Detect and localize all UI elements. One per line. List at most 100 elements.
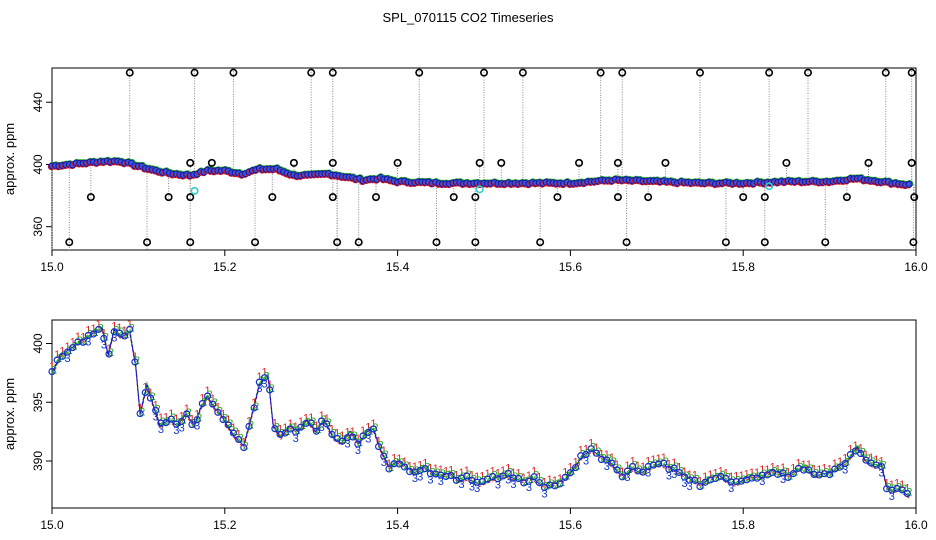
bottom-series-point (152, 406, 160, 414)
bottom-point-label-1: 1 (438, 464, 444, 476)
bottom-series-point (800, 466, 808, 474)
bottom-point-label-2: 2 (626, 464, 632, 476)
bottom-point-label-1: 1 (878, 456, 884, 468)
top-outlier-point (328, 68, 337, 77)
top-outlier-point (289, 158, 298, 167)
top-outlier-point (842, 193, 851, 202)
bottom-point-label-1: 1 (267, 379, 273, 391)
top-outlier-point (190, 68, 199, 77)
bottom-series-point (255, 378, 263, 386)
top-outlier-point (613, 193, 622, 202)
bottom-point-label-3: 3 (319, 422, 325, 434)
top-outlier-point (328, 193, 337, 202)
bottom-series-point (120, 332, 129, 340)
bottom-series-point (877, 463, 886, 471)
bottom-panel: approx. ppm 15.0 15.2 15.4 15.6 15.8 16.0 390 3… (2, 318, 928, 532)
bottom-point-label-1: 1 (552, 475, 558, 487)
bottom-point-label-3: 3 (687, 481, 693, 493)
bottom-point-label-1: 1 (754, 467, 760, 479)
top-outlier-point (307, 68, 316, 77)
top-outlier-point (760, 193, 769, 202)
bottom-point-label-2: 2 (139, 407, 145, 419)
bottom-series-point (857, 449, 865, 458)
top-outlier-point (613, 158, 622, 167)
bottom-point-label-2: 2 (227, 418, 233, 430)
bottom-point-label-1: 1 (510, 467, 516, 479)
bottom-point-label-1: 1 (246, 415, 252, 427)
bottom-point-label-1: 1 (153, 399, 159, 411)
bottom-point-label-1: 1 (443, 465, 449, 477)
bottom-point-label-1: 1 (557, 473, 563, 485)
bottom-series-point (271, 425, 279, 433)
bottom-point-label-2: 2 (637, 464, 643, 476)
bottom-point-label-2: 2 (186, 407, 192, 419)
bottom-point-label-1: 1 (85, 324, 91, 336)
bottom-point-label-3: 3 (65, 353, 71, 365)
bottom-series-point (587, 445, 595, 453)
bottom-series-point (69, 343, 77, 352)
bottom-series-point (328, 430, 336, 438)
bottom-point-label-2: 2 (367, 425, 373, 437)
bottom-point-label-2: 2 (880, 460, 886, 472)
bottom-point-label-2: 2 (906, 487, 912, 499)
bottom-point-label-2: 2 (113, 325, 119, 337)
bottom-point-label-1: 1 (899, 479, 905, 491)
bottom-series-point (514, 474, 523, 483)
top-outlier-point (760, 238, 769, 247)
bottom-point-label-3: 3 (878, 468, 884, 480)
bottom-series-point (141, 388, 149, 397)
bottom-point-label-1: 1 (728, 471, 734, 483)
bottom-point-label-2: 2 (398, 457, 404, 469)
bottom-point-label-3: 3 (262, 379, 268, 391)
bottom-series-point (406, 468, 414, 476)
bottom-point-label-1: 1 (723, 467, 729, 479)
bottom-point-label-2: 2 (860, 447, 866, 459)
bottom-point-label-2: 2 (621, 470, 627, 482)
top-axis-ticks: 15.0 15.2 15.4 15.6 15.8 16.0 360 400 440 (31, 92, 928, 274)
bottom-point-label-2: 2 (699, 480, 705, 492)
bottom-point-label-2: 2 (533, 470, 539, 482)
bottom-point-label-1: 1 (230, 422, 236, 434)
bottom-x-tick-label: 15.8 (732, 518, 756, 532)
bottom-series-point (209, 400, 217, 408)
bottom-series-point (53, 356, 61, 364)
bottom-plot-frame (51, 319, 917, 509)
bottom-series-point (421, 465, 429, 473)
top-outlier-point (186, 238, 195, 247)
bottom-point-label-1: 1 (262, 367, 268, 379)
bottom-point-label-2: 2 (357, 437, 363, 449)
bottom-point-label-1: 1 (194, 409, 200, 421)
bottom-point-label-2: 2 (326, 417, 332, 429)
top-x-tick-label: 15.4 (386, 260, 410, 274)
bottom-series-point (385, 465, 393, 473)
bottom-point-label-1: 1 (282, 422, 288, 434)
bottom-series-point (639, 468, 647, 476)
bottom-point-label-1: 1 (718, 465, 724, 477)
bottom-point-label-2: 2 (362, 429, 368, 441)
top-outlier-point (268, 193, 277, 202)
bottom-point-label-1: 1 (350, 426, 356, 438)
top-y-tick-label: 400 (31, 154, 45, 174)
bottom-series-point (556, 480, 564, 488)
bottom-series-point (504, 469, 512, 477)
bottom-point-label-2: 2 (232, 426, 238, 438)
bottom-point-label-2: 2 (217, 405, 223, 417)
bottom-point-label-1: 1 (59, 345, 65, 357)
bottom-point-label-2: 2 (264, 371, 270, 383)
bottom-point-label-2: 2 (378, 440, 384, 452)
top-outlier-point (622, 238, 631, 247)
top-outlier-point (518, 68, 527, 77)
bottom-point-label-1: 1 (70, 337, 76, 349)
bottom-point-label-2: 2 (492, 470, 498, 482)
bottom-point-label-3: 3 (510, 479, 516, 491)
top-y-axis-label: approx. ppm (2, 123, 17, 195)
top-outlier-point (86, 193, 95, 202)
bottom-series-point (789, 470, 797, 478)
bottom-point-label-1: 1 (645, 455, 651, 467)
bottom-point-label-1: 1 (650, 454, 656, 466)
bottom-series-point (307, 419, 315, 427)
bottom-point-label-2: 2 (564, 470, 570, 482)
bottom-series-point (535, 478, 543, 487)
bottom-point-label-3: 3 (469, 481, 475, 493)
top-outlier-point (910, 193, 919, 202)
